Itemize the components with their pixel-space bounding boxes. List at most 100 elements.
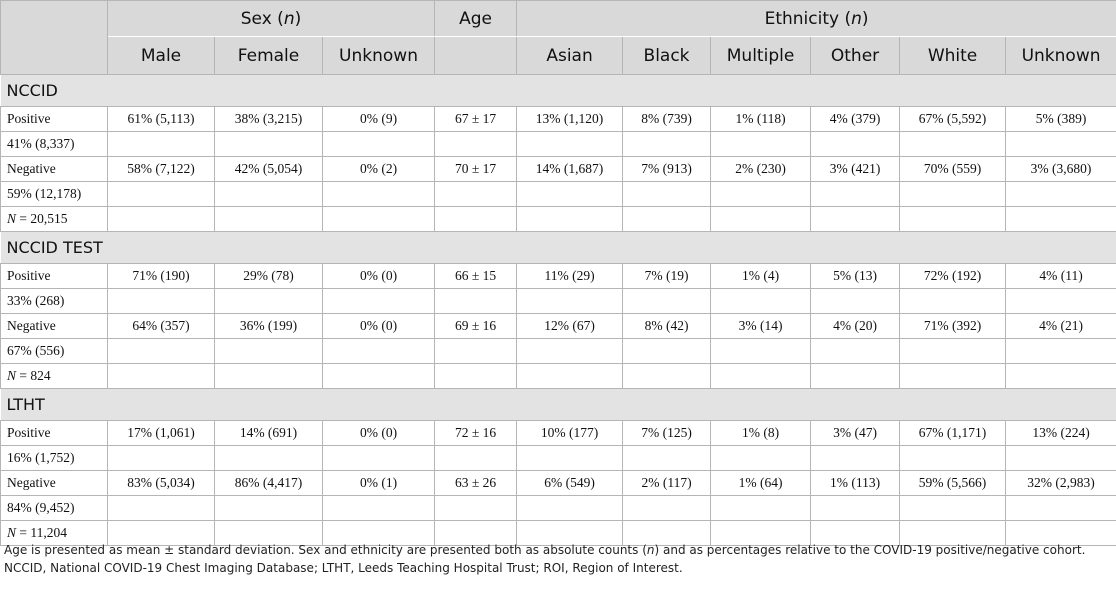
- cell-white: 59% (5,566): [899, 470, 1007, 496]
- cell-eth-unknown: 32% (2,983): [1005, 470, 1116, 496]
- empty-cell: [1005, 181, 1116, 207]
- footnote-n-symbol: n: [646, 543, 655, 557]
- cell-female: 86% (4,417): [214, 470, 323, 496]
- cell-other: 1% (113): [810, 470, 901, 496]
- cell-male: 61% (5,113): [107, 106, 215, 132]
- cell-other: 4% (379): [810, 106, 901, 132]
- empty-cell: [214, 206, 323, 232]
- cell-eth-unknown: 13% (224): [1005, 420, 1116, 446]
- empty-cell: [516, 131, 624, 157]
- empty-cell: [899, 363, 1007, 389]
- empty-cell: [710, 520, 812, 546]
- cell-male: 17% (1,061): [107, 420, 215, 446]
- cell-white: 67% (5,592): [899, 106, 1007, 132]
- cell-sex-unknown: 0% (0): [321, 420, 436, 446]
- cell-eth-unknown: 4% (21): [1005, 313, 1116, 339]
- empty-cell: [321, 131, 436, 157]
- ethnicity-n-symbol: n: [851, 8, 862, 29]
- table-row: Negative 83% (5,034) 86% (4,417) 0% (1) 63 ±…: [0, 470, 1116, 496]
- cell-black: 2% (117): [622, 470, 712, 496]
- empty-cell: [321, 181, 436, 207]
- cell-black: 7% (913): [622, 156, 712, 182]
- empty-cell: [622, 338, 712, 364]
- cell-eth-unknown: 3% (3,680): [1005, 156, 1116, 182]
- cell-white: 70% (559): [899, 156, 1007, 182]
- empty-cell: [622, 288, 712, 314]
- col-age: [434, 36, 518, 75]
- positive-share: 33% (268): [0, 288, 108, 314]
- cell-age: 67 ± 17: [434, 106, 518, 132]
- empty-cell: [321, 363, 436, 389]
- table-row: 16% (1,752): [0, 445, 1116, 471]
- empty-cell: [214, 495, 323, 521]
- empty-cell: [899, 338, 1007, 364]
- positive-share: 16% (1,752): [0, 445, 108, 471]
- cell-multiple: 1% (8): [710, 420, 812, 446]
- empty-cell: [107, 338, 215, 364]
- empty-cell: [516, 363, 624, 389]
- empty-cell: [1005, 495, 1116, 521]
- cell-white: 71% (392): [899, 313, 1007, 339]
- empty-cell: [899, 495, 1007, 521]
- cell-multiple: 1% (118): [710, 106, 812, 132]
- empty-cell: [810, 181, 901, 207]
- empty-cell: [434, 206, 518, 232]
- empty-cell: [434, 181, 518, 207]
- empty-cell: [434, 445, 518, 471]
- cell-age: 70 ± 17: [434, 156, 518, 182]
- col-black: Black: [622, 36, 712, 75]
- empty-cell: [434, 363, 518, 389]
- empty-cell: [710, 288, 812, 314]
- cell-black: 7% (125): [622, 420, 712, 446]
- group-row: LTHT: [0, 388, 1116, 421]
- cell-asian: 11% (29): [516, 263, 624, 289]
- cell-male: 71% (190): [107, 263, 215, 289]
- total-n-cell: N = 11,204: [0, 520, 108, 546]
- table-row: 67% (556): [0, 338, 1116, 364]
- empty-cell: [810, 131, 901, 157]
- empty-cell: [214, 445, 323, 471]
- n-value: = 11,204: [16, 525, 68, 540]
- cell-age: 63 ± 26: [434, 470, 518, 496]
- cell-multiple: 1% (4): [710, 263, 812, 289]
- cell-sex-unknown: 0% (2): [321, 156, 436, 182]
- empty-cell: [810, 206, 901, 232]
- empty-cell: [107, 520, 215, 546]
- empty-cell: [214, 338, 323, 364]
- empty-cell: [321, 495, 436, 521]
- cell-multiple: 2% (230): [710, 156, 812, 182]
- empty-cell: [622, 363, 712, 389]
- empty-cell: [214, 288, 323, 314]
- table-row: N = 20,515: [0, 206, 1116, 232]
- empty-cell: [434, 288, 518, 314]
- cell-white: 67% (1,171): [899, 420, 1007, 446]
- empty-cell: [1005, 131, 1116, 157]
- table-row: Negative 58% (7,122) 42% (5,054) 0% (2) 70 ±…: [0, 156, 1116, 182]
- cell-other: 5% (13): [810, 263, 901, 289]
- cell-multiple: 1% (64): [710, 470, 812, 496]
- col-eth-unknown: Unknown: [1005, 36, 1116, 75]
- empty-cell: [1005, 445, 1116, 471]
- cell-black: 8% (42): [622, 313, 712, 339]
- empty-cell: [321, 445, 436, 471]
- col-male: Male: [107, 36, 215, 75]
- col-sex-unknown: Unknown: [321, 36, 436, 75]
- empty-cell: [710, 445, 812, 471]
- table-row: N = 11,204: [0, 520, 1116, 546]
- cell-male: 64% (357): [107, 313, 215, 339]
- demographics-table: Sex (n) Age Ethnicity (n) Male Female Un…: [0, 0, 1116, 546]
- sex-n-symbol: n: [283, 8, 295, 29]
- total-n-cell: N = 20,515: [0, 206, 108, 232]
- empty-cell: [321, 338, 436, 364]
- n-symbol: N: [7, 211, 17, 226]
- empty-cell: [434, 520, 518, 546]
- cell-female: 38% (3,215): [214, 106, 323, 132]
- cell-white: 72% (192): [899, 263, 1007, 289]
- table-row: Negative 64% (357) 36% (199) 0% (0) 69 ± 16 1…: [0, 313, 1116, 339]
- negative-label: Negative: [0, 313, 108, 339]
- empty-cell: [622, 445, 712, 471]
- n-symbol: N: [7, 368, 17, 383]
- cell-sex-unknown: 0% (1): [321, 470, 436, 496]
- empty-cell: [107, 495, 215, 521]
- cell-male: 83% (5,034): [107, 470, 215, 496]
